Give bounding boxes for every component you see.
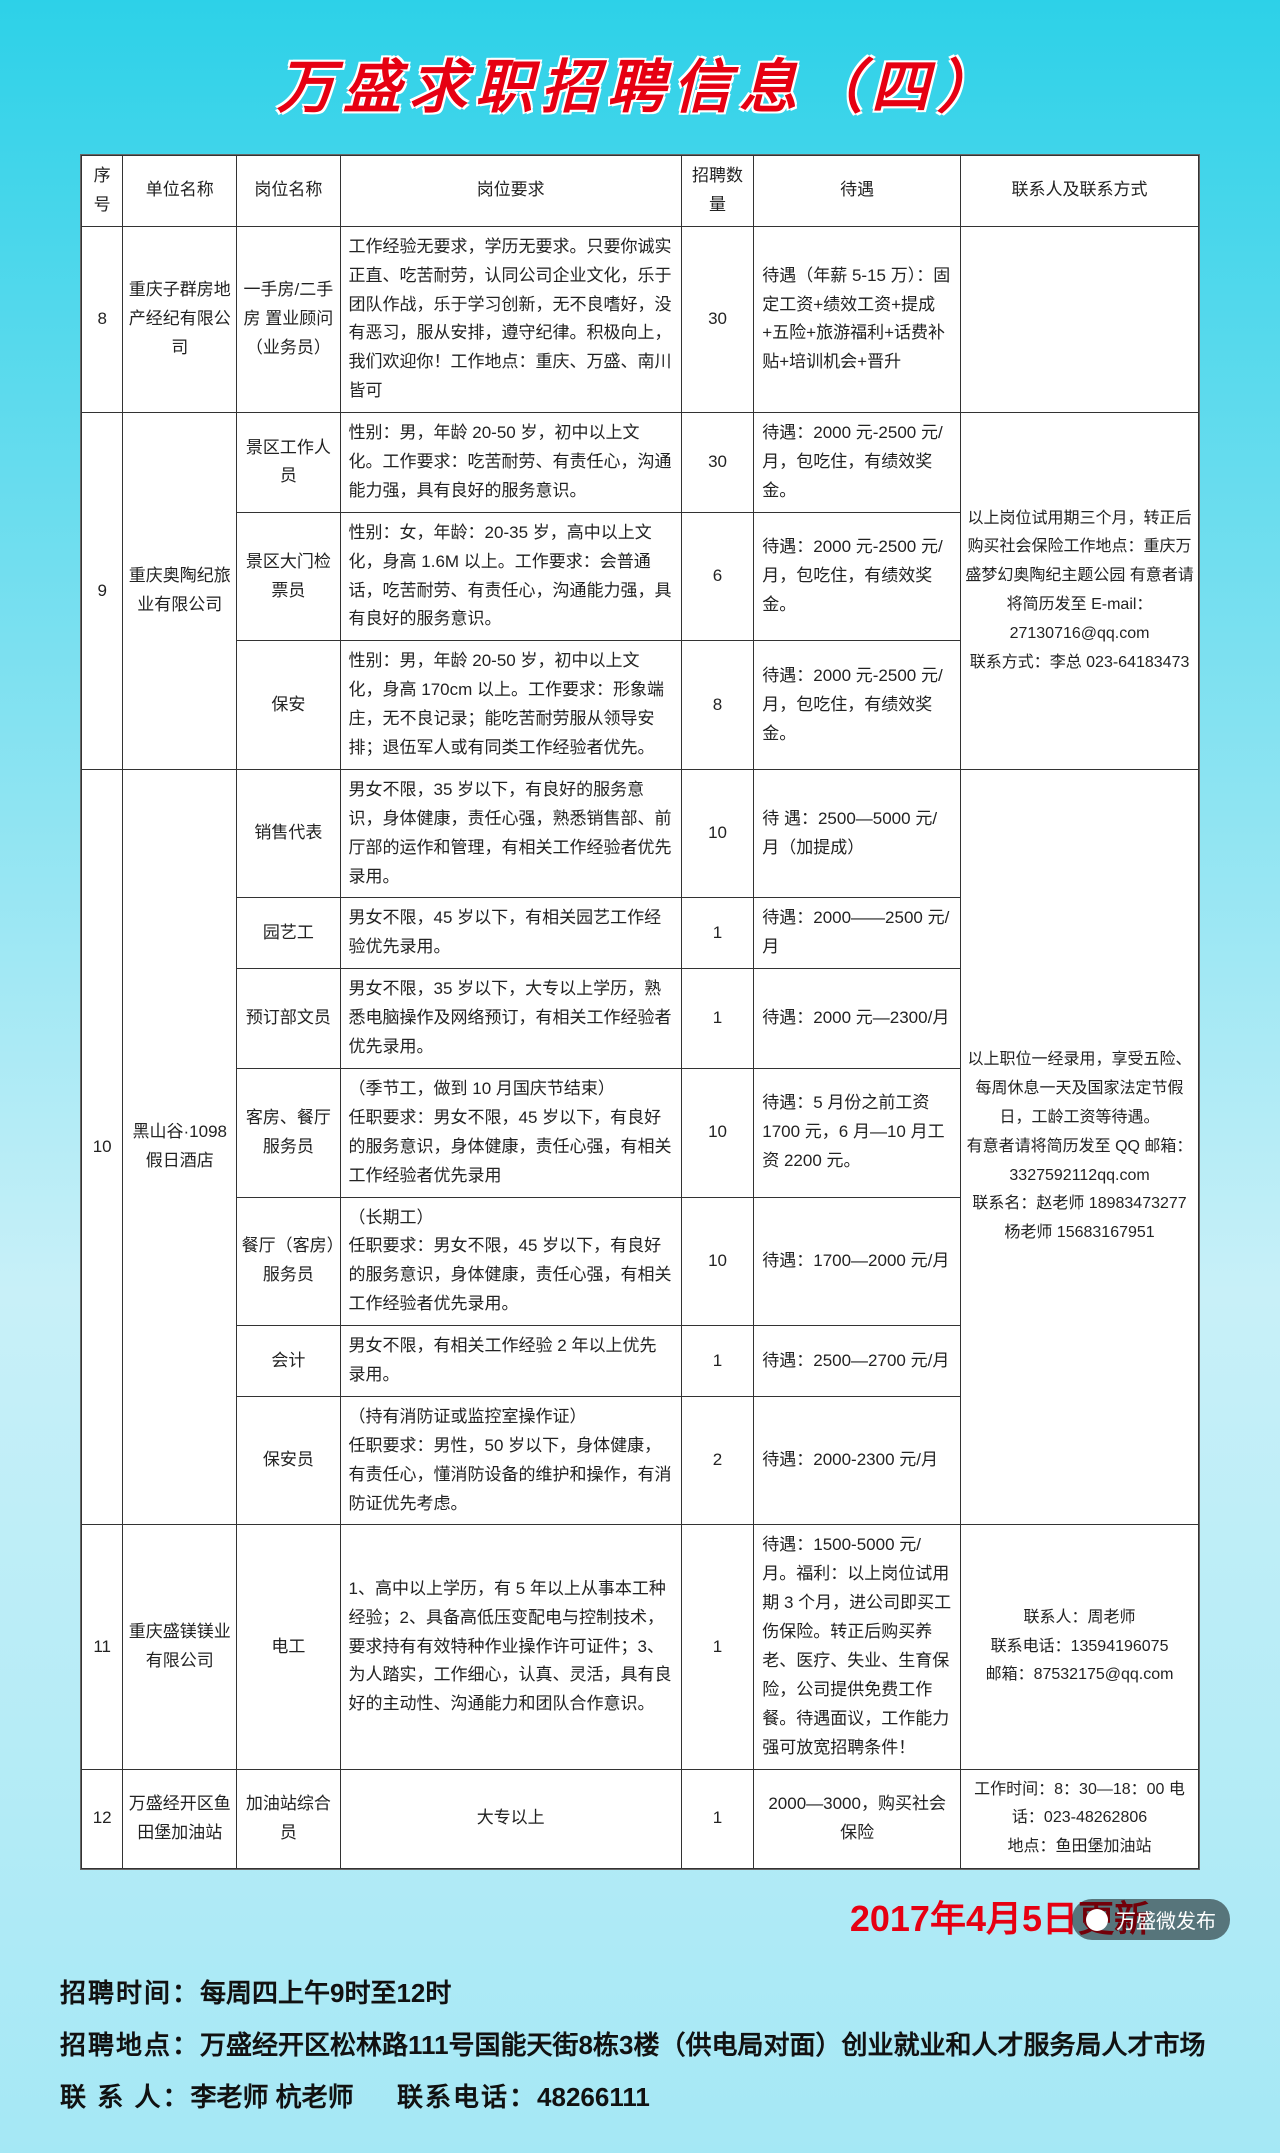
cell-count: 1 (681, 1525, 753, 1769)
cell-req: 性别：男，年龄 20-50 岁，初中以上文化。工作要求：吃苦耐劳、有责任心，沟通… (340, 413, 681, 513)
cell-req: （季节工，做到 10 月国庆节结束） 任职要求：男女不限，45 岁以下，有良好的… (340, 1068, 681, 1197)
cell-req: 工作经验无要求，学历无要求。只要你诚实正直、吃苦耐劳，认同公司企业文化，乐于团队… (340, 226, 681, 412)
cell-req: 大专以上 (340, 1769, 681, 1868)
table-row: 12 万盛经开区鱼田堡加油站 加油站综合员 大专以上 1 2000—3000，购… (82, 1769, 1199, 1868)
cell-treat: 待遇：2000 元-2500 元/月，包吃住，有绩效奖金。 (754, 512, 961, 641)
cell-position: 销售代表 (237, 769, 340, 898)
table-header-row: 序号 单位名称 岗位名称 岗位要求 招聘数量 待遇 联系人及联系方式 (82, 156, 1199, 227)
cell-count: 1 (681, 1326, 753, 1397)
table-row: 10 黑山谷·1098 假日酒店 销售代表 男女不限，35 岁以下，有良好的服务… (82, 769, 1199, 898)
wechat-icon (1086, 1909, 1108, 1931)
cell-seq: 12 (82, 1769, 123, 1868)
cell-seq: 8 (82, 226, 123, 412)
cell-seq: 9 (82, 413, 123, 770)
page-title: 万盛求职招聘信息（四） (40, 40, 1240, 124)
cell-position: 景区大门检票员 (237, 512, 340, 641)
footer-addr: 招聘地点：万盛经开区松林路111号国能天街8栋3楼（供电局对面）创业就业和人才服… (60, 2019, 1220, 2071)
cell-contact: 以上职位一经录用，享受五险、每周休息一天及国家法定节假日，工龄工资等待遇。 有意… (961, 769, 1199, 1524)
cell-req: 1、高中以上学历，有 5 年以上从事本工种经验；2、具备高低压变配电与控制技术，… (340, 1525, 681, 1769)
cell-count: 2 (681, 1396, 753, 1525)
cell-req: （持有消防证或监控室操作证） 任职要求：男性，50 岁以下，身体健康，有责任心，… (340, 1396, 681, 1525)
cell-count: 1 (681, 969, 753, 1069)
cell-position: 园艺工 (237, 898, 340, 969)
cell-treat: 待 遇：2500—5000 元/月（加提成） (754, 769, 961, 898)
cell-position: 保安员 (237, 1396, 340, 1525)
cell-position: 餐厅（客房）服务员 (237, 1197, 340, 1326)
cell-treat: 待遇：5 月份之前工资 1700 元，6 月—10 月工资 2200 元。 (754, 1068, 961, 1197)
cell-treat: 待遇：2500—2700 元/月 (754, 1326, 961, 1397)
cell-count: 30 (681, 413, 753, 513)
job-table: 序号 单位名称 岗位名称 岗位要求 招聘数量 待遇 联系人及联系方式 8 重庆子… (81, 155, 1199, 1869)
cell-position: 会计 (237, 1326, 340, 1397)
cell-contact (961, 226, 1199, 412)
footer-addr-value: 万盛经开区松林路111号国能天街8栋3楼（供电局对面）创业就业和人才服务局人才市… (200, 2030, 1205, 2060)
cell-position: 保安 (237, 641, 340, 770)
footer-phone-label: 联系电话： (397, 2082, 537, 2112)
cell-count: 6 (681, 512, 753, 641)
cell-treat: 待遇（年薪 5-15 万）：固定工资+绩效工资+提成+五险+旅游福利+话费补贴+… (754, 226, 961, 412)
cell-req: 男女不限，有相关工作经验 2 年以上优先录用。 (340, 1326, 681, 1397)
cell-req: 男女不限，45 岁以下，有相关园艺工作经验优先录用。 (340, 898, 681, 969)
cell-treat: 待遇：2000-2300 元/月 (754, 1396, 961, 1525)
footer-time-label: 招聘时间： (60, 1978, 200, 2008)
table-row: 11 重庆盛镁镁业有限公司 电工 1、高中以上学历，有 5 年以上从事本工种经验… (82, 1525, 1199, 1769)
footer-info: 招聘时间：每周四上午9时至12时 招聘地点：万盛经开区松林路111号国能天街8栋… (40, 1967, 1240, 2123)
header-count: 招聘数量 (681, 156, 753, 227)
cell-company: 重庆奥陶纪旅业有限公司 (123, 413, 237, 770)
cell-treat: 待遇：2000 元-2500 元/月，包吃住，有绩效奖金。 (754, 413, 961, 513)
cell-company: 黑山谷·1098 假日酒店 (123, 769, 237, 1524)
footer-addr-label: 招聘地点： (60, 2030, 200, 2060)
footer-person-label: 联 系 人： (60, 2082, 190, 2112)
footer-phone-value: 48266111 (537, 2082, 650, 2112)
cell-position: 一手房/二手房 置业顾问（业务员） (237, 226, 340, 412)
cell-position: 预订部文员 (237, 969, 340, 1069)
cell-seq: 11 (82, 1525, 123, 1769)
update-date: 2017年4月5日更新 (40, 1890, 1240, 1942)
cell-count: 10 (681, 1068, 753, 1197)
header-position: 岗位名称 (237, 156, 340, 227)
cell-count: 10 (681, 769, 753, 898)
cell-position: 客房、餐厅服务员 (237, 1068, 340, 1197)
cell-treat: 待遇：1700—2000 元/月 (754, 1197, 961, 1326)
cell-treat: 2000—3000，购买社会保险 (754, 1769, 961, 1868)
cell-treat: 待遇：2000 元-2500 元/月，包吃住，有绩效奖金。 (754, 641, 961, 770)
cell-count: 30 (681, 226, 753, 412)
cell-contact: 以上岗位试用期三个月，转正后购买社会保险工作地点：重庆万盛梦幻奥陶纪主题公园 有… (961, 413, 1199, 770)
cell-req: 性别：女，年龄：20-35 岁，高中以上文化，身高 1.6M 以上。工作要求：会… (340, 512, 681, 641)
header-seq: 序号 (82, 156, 123, 227)
footer-person-value: 李老师 杭老师 (190, 2082, 353, 2112)
cell-contact: 工作时间：8：30—18：00 电话：023-48262806 地点：鱼田堡加油… (961, 1769, 1199, 1868)
cell-req: （长期工） 任职要求：男女不限，45 岁以下，有良好的服务意识，身体健康，责任心… (340, 1197, 681, 1326)
footer-time: 招聘时间：每周四上午9时至12时 (60, 1967, 1220, 2019)
cell-position: 电工 (237, 1525, 340, 1769)
cell-contact: 联系人：周老师 联系电话：13594196075 邮箱：87532175@qq.… (961, 1525, 1199, 1769)
wechat-watermark: 万盛微发布 (1072, 1899, 1230, 1940)
cell-company: 重庆子群房地产经纪有限公司 (123, 226, 237, 412)
cell-treat: 待遇：2000 元—2300/月 (754, 969, 961, 1069)
cell-company: 重庆盛镁镁业有限公司 (123, 1525, 237, 1769)
cell-count: 1 (681, 898, 753, 969)
table-row: 9 重庆奥陶纪旅业有限公司 景区工作人员 性别：男，年龄 20-50 岁，初中以… (82, 413, 1199, 513)
cell-count: 1 (681, 1769, 753, 1868)
job-table-wrap: 序号 单位名称 岗位名称 岗位要求 招聘数量 待遇 联系人及联系方式 8 重庆子… (80, 154, 1200, 1870)
cell-count: 10 (681, 1197, 753, 1326)
wechat-name: 万盛微发布 (1116, 1905, 1216, 1934)
cell-treat: 待遇：1500-5000 元/月。福利：以上岗位试用期 3 个月，进公司即买工伤… (754, 1525, 961, 1769)
cell-company: 万盛经开区鱼田堡加油站 (123, 1769, 237, 1868)
cell-count: 8 (681, 641, 753, 770)
cell-req: 性别：男，年龄 20-50 岁，初中以上文化，身高 170cm 以上。工作要求：… (340, 641, 681, 770)
footer-person: 联 系 人：李老师 杭老师 联系电话：48266111 (60, 2071, 1220, 2123)
cell-req: 男女不限，35 岁以下，有良好的服务意识，身体健康，责任心强，熟悉销售部、前厅部… (340, 769, 681, 898)
cell-seq: 10 (82, 769, 123, 1524)
table-row: 8 重庆子群房地产经纪有限公司 一手房/二手房 置业顾问（业务员） 工作经验无要… (82, 226, 1199, 412)
cell-position: 景区工作人员 (237, 413, 340, 513)
footer-time-value: 每周四上午9时至12时 (200, 1978, 451, 2008)
cell-req: 男女不限，35 岁以下，大专以上学历，熟悉电脑操作及网络预订，有相关工作经验者优… (340, 969, 681, 1069)
header-treatment: 待遇 (754, 156, 961, 227)
header-company: 单位名称 (123, 156, 237, 227)
cell-treat: 待遇：2000——2500 元/月 (754, 898, 961, 969)
cell-position: 加油站综合员 (237, 1769, 340, 1868)
header-requirement: 岗位要求 (340, 156, 681, 227)
header-contact: 联系人及联系方式 (961, 156, 1199, 227)
